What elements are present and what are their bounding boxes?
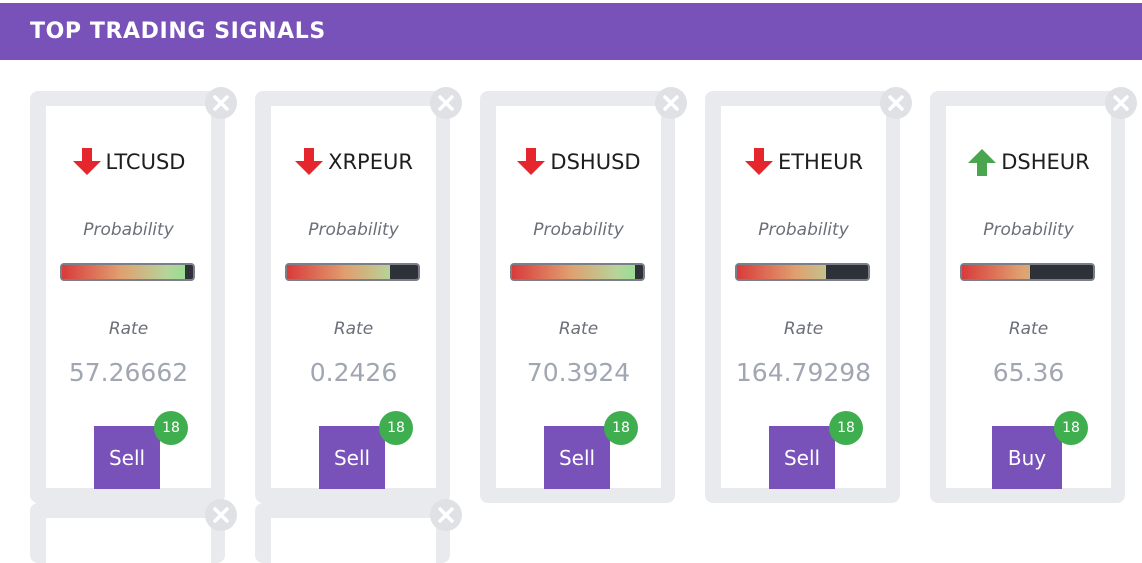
symbol-label: LTCUSD: [105, 150, 186, 174]
symbol-label: DSHEUR: [1001, 150, 1090, 174]
signal-card: ETHEUR Probability Rate 164.79298 Sell 1…: [705, 87, 912, 503]
signal-card-body: DSHUSD Probability Rate 70.3924 Sell 18: [496, 106, 661, 489]
probability-fill: [512, 265, 636, 279]
arrow-down-icon: [295, 148, 324, 175]
symbol-label: ETHEUR: [777, 150, 864, 174]
probability-label: Probability: [983, 220, 1074, 240]
signal-card-body: [271, 518, 436, 563]
rate-label: Rate: [333, 319, 374, 339]
rate-value: 57.26662: [68, 358, 189, 387]
signal-card-body: XRPEUR Probability Rate 0.2426 Sell 18: [271, 106, 436, 489]
symbol-row: DSHUSD: [496, 148, 661, 176]
rate-label: Rate: [108, 319, 149, 339]
count-badge: 18: [1054, 411, 1088, 445]
symbol-row: LTCUSD: [46, 148, 211, 176]
symbol-row: XRPEUR: [271, 148, 436, 176]
rate-value: 0.2426: [309, 358, 398, 387]
probability-fill: [737, 265, 827, 279]
signal-card: DSHEUR Probability Rate 65.36 Buy 18: [930, 87, 1137, 503]
sell-button[interactable]: Sell: [319, 426, 385, 489]
probability-bar: [60, 263, 195, 281]
buy-button[interactable]: Buy: [992, 426, 1062, 489]
sell-button[interactable]: Sell: [769, 426, 835, 489]
signal-card: LTCUSD Probability Rate 57.26662 Sell 18: [30, 87, 237, 503]
symbol-label: DSHUSD: [550, 150, 641, 174]
rate-value: 65.36: [992, 358, 1065, 387]
symbol-row: ETHEUR: [721, 148, 886, 176]
close-icon: [663, 95, 679, 111]
close-card-button[interactable]: [430, 499, 462, 531]
close-icon: [1113, 95, 1129, 111]
symbol-label: XRPEUR: [328, 150, 413, 174]
arrow-down-icon: [744, 148, 773, 175]
signal-card: DSHUSD Probability Rate 70.3924 Sell 18: [480, 87, 687, 503]
probability-fill: [962, 265, 1031, 279]
close-card-button[interactable]: [880, 87, 912, 119]
close-icon: [438, 95, 454, 111]
signal-card: [255, 499, 462, 563]
probability-label: Probability: [308, 220, 399, 240]
signal-card-body: DSHEUR Probability Rate 65.36 Buy 18: [946, 106, 1111, 489]
count-badge: 18: [379, 411, 413, 445]
signal-card-body: LTCUSD Probability Rate 57.26662 Sell 18: [46, 106, 211, 489]
count-badge: 18: [604, 411, 638, 445]
probability-label: Probability: [758, 220, 849, 240]
arrow-down-icon: [517, 148, 546, 175]
probability-fill: [62, 265, 186, 279]
close-icon: [888, 95, 904, 111]
close-card-button[interactable]: [430, 87, 462, 119]
probability-bar: [960, 263, 1095, 281]
rate-label: Rate: [783, 319, 824, 339]
rate-value: 164.79298: [735, 358, 872, 387]
probability-fill: [287, 265, 391, 279]
close-card-button[interactable]: [205, 499, 237, 531]
probability-bar: [510, 263, 645, 281]
rate-label: Rate: [558, 319, 599, 339]
page-header: TOP TRADING SIGNALS: [0, 3, 1142, 60]
signal-card-body: ETHEUR Probability Rate 164.79298 Sell 1…: [721, 106, 886, 489]
page-title: TOP TRADING SIGNALS: [30, 19, 326, 44]
count-badge: 18: [829, 411, 863, 445]
close-icon: [213, 507, 229, 523]
close-card-button[interactable]: [205, 87, 237, 119]
rate-value: 70.3924: [526, 358, 631, 387]
count-badge: 18: [154, 411, 188, 445]
arrow-down-icon: [72, 148, 101, 175]
probability-bar: [735, 263, 870, 281]
close-icon: [213, 95, 229, 111]
rate-label: Rate: [1008, 319, 1049, 339]
signal-card-body: [46, 518, 211, 563]
sell-button[interactable]: Sell: [94, 426, 160, 489]
sell-button[interactable]: Sell: [544, 426, 610, 489]
signal-card: XRPEUR Probability Rate 0.2426 Sell 18: [255, 87, 462, 503]
probability-label: Probability: [533, 220, 624, 240]
probability-bar: [285, 263, 420, 281]
close-icon: [438, 507, 454, 523]
arrow-up-icon: [968, 149, 997, 176]
probability-label: Probability: [83, 220, 174, 240]
close-card-button[interactable]: [1105, 87, 1137, 119]
close-card-button[interactable]: [655, 87, 687, 119]
symbol-row: DSHEUR: [946, 148, 1111, 176]
signal-card: [30, 499, 237, 563]
